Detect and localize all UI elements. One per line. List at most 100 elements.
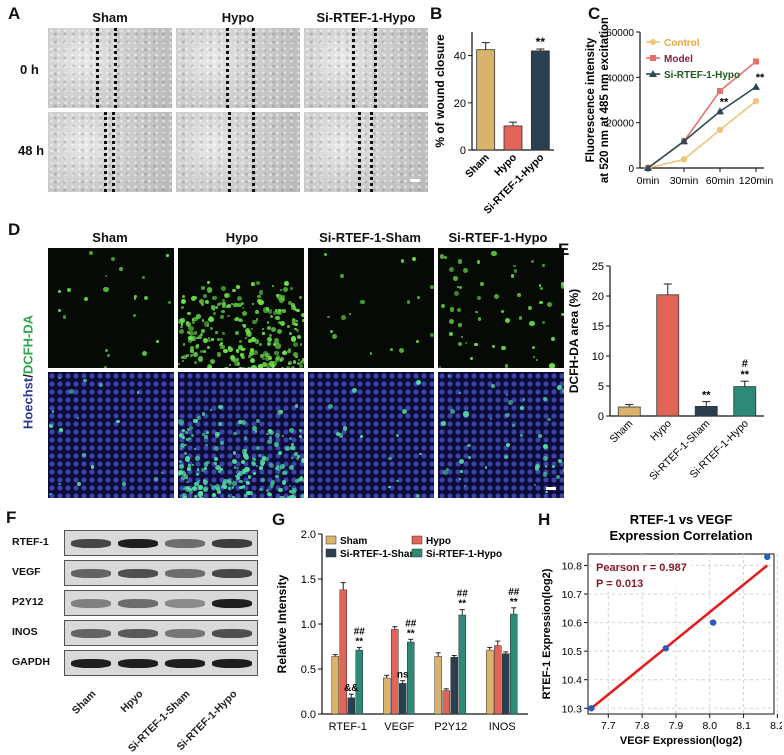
fluorescent-cell — [203, 338, 208, 343]
fluorescent-cell — [501, 346, 505, 350]
row-label-0h: 0 h — [20, 62, 39, 77]
fluorescent-cell — [269, 436, 273, 440]
fluorescent-cell — [232, 289, 236, 293]
fluorescent-cell — [288, 348, 291, 351]
fluorescent-cell — [289, 465, 294, 470]
fluorescent-cell — [542, 264, 544, 266]
fluorescent-cell — [290, 446, 295, 451]
fluorescent-cell — [277, 311, 282, 316]
fluorescent-cell — [277, 410, 282, 415]
fluorescent-cell — [262, 332, 264, 334]
fluorescent-cell — [119, 267, 123, 271]
h-xlabel: VEGF Expression(log2) — [620, 735, 743, 747]
fluorescent-cell — [49, 424, 53, 428]
fluorescent-cell — [82, 453, 87, 458]
blot-band-p2y12-si-rtef-1-sham — [165, 599, 205, 607]
g-ytick-label-4: 2.0 — [301, 529, 316, 541]
blot-band-p2y12-hpyo — [118, 599, 158, 607]
fluorescent-cell — [285, 446, 290, 451]
g-annotation-rtef-1-si-rtef-1-sham-0: && — [344, 683, 358, 694]
fluorescent-cell — [179, 460, 182, 463]
fluorescent-cell — [280, 289, 282, 291]
blot-row-label-gapdh: GAPDH — [12, 656, 50, 668]
b-bar-si-rtef-1-hypo — [531, 51, 549, 150]
blot-band-vegf-si-rtef-1-sham — [165, 569, 205, 577]
h-ytick-label-10.5: 10.5 — [562, 646, 583, 658]
fluorescent-cell — [192, 464, 194, 466]
c-xtick-label-120min: 120min — [739, 175, 774, 187]
b-xtick-label-sham: Sham — [463, 152, 492, 181]
fluorescent-cell — [416, 380, 421, 385]
g-ytick-label-3: 1.5 — [301, 574, 316, 586]
fluorescent-cell — [388, 457, 392, 461]
fluorescent-cell — [339, 433, 344, 438]
g-legend-label-hypo: Hypo — [426, 536, 451, 547]
fluorescent-cell — [461, 336, 463, 338]
h-xtick-label-8.1: 8.1 — [736, 720, 751, 732]
fluorescent-cell — [300, 343, 302, 345]
panel-label-d: D — [8, 220, 20, 240]
fluorescent-cell — [185, 477, 188, 480]
fluorescent-cell — [539, 284, 542, 287]
fluorescent-cell — [225, 305, 229, 309]
fluorescent-cell — [230, 355, 235, 360]
fluorescent-cell — [183, 343, 186, 346]
fluorescent-cell — [266, 307, 270, 311]
fluorescent-cell — [340, 274, 344, 278]
fluorescent-cell — [201, 468, 205, 472]
fluorescent-cell — [49, 493, 52, 496]
d-col-header-si-sham: Si-RTEF-1-Sham — [306, 230, 434, 245]
b-ytick-label-0: 0 — [460, 145, 466, 157]
fluorescent-cell — [259, 343, 262, 346]
blot-band-rtef-1-hpyo — [118, 539, 158, 547]
fluorescent-cell — [289, 428, 294, 433]
h-ytick-label-10.3: 10.3 — [562, 703, 583, 715]
fluorescent-cell — [69, 389, 74, 394]
fluorescent-cell — [459, 459, 464, 464]
fluorescent-cell — [187, 467, 190, 470]
fluorescent-cell — [228, 487, 230, 489]
fluorescent-cell — [243, 324, 246, 327]
c-legend-label-model: Model — [664, 54, 693, 65]
fluorescent-cell — [116, 420, 120, 424]
fluorescent-cell — [220, 338, 223, 341]
fluorescent-cell — [207, 281, 210, 284]
d-scale-bar — [546, 487, 556, 490]
merged-image-si-hypo — [438, 372, 564, 498]
fluorescent-cell — [505, 413, 510, 418]
fluorescent-cell — [183, 355, 187, 359]
d-col-header-sham: Sham — [46, 230, 174, 245]
fluorescent-cell — [538, 434, 542, 438]
g-ytick-label-0: 0.0 — [301, 709, 316, 721]
fluorescent-cell — [299, 364, 304, 368]
fluorescent-cell — [514, 269, 517, 272]
fluorescent-cell — [99, 383, 103, 387]
fluorescent-cell — [243, 367, 245, 368]
fluorescent-cell — [228, 347, 233, 352]
fluorescent-cell — [122, 482, 126, 486]
fluorescent-cell — [275, 433, 280, 438]
fluorescent-cell — [561, 284, 564, 289]
fluorescent-cell — [416, 340, 419, 343]
g-bar-rtef-1-si-rtef-1-hypo — [356, 650, 363, 714]
fluorescent-cell — [196, 337, 199, 340]
fluorescent-cell — [511, 274, 515, 278]
fluorescent-cell — [214, 446, 219, 451]
fluorescent-cell — [210, 327, 213, 330]
fluorescent-cell — [324, 253, 327, 256]
fluorescent-cell — [252, 426, 257, 431]
fluorescent-cell — [453, 276, 458, 281]
fluorescent-cell — [349, 313, 351, 315]
c-point-model-3 — [753, 58, 759, 64]
fluorescent-cell — [327, 316, 329, 318]
fluorescent-cell — [534, 484, 536, 486]
c-legend-marker-control — [650, 39, 656, 45]
fluorescent-cell — [301, 313, 304, 317]
h-ytick-label-10.4: 10.4 — [562, 675, 583, 687]
fluorescent-cell — [237, 362, 241, 366]
fluorescent-cell — [477, 296, 481, 300]
fluorescent-cell — [332, 334, 337, 339]
g-legend-swatch-sham — [326, 536, 336, 544]
fluorescent-cell — [192, 320, 196, 324]
